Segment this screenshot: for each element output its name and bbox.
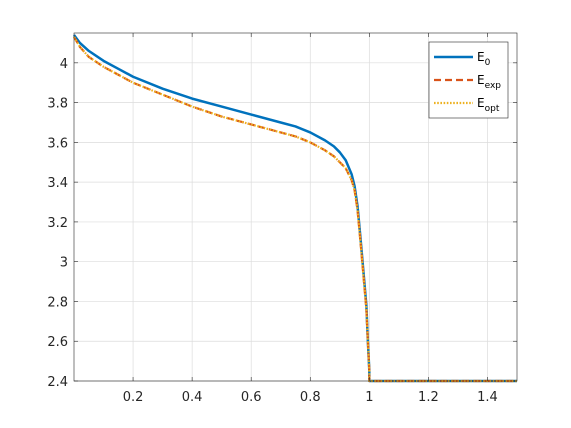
- axes-box: [73, 32, 518, 382]
- y-tick-label: 3: [60, 256, 68, 271]
- x-tick-label: 0.6: [241, 390, 262, 405]
- y-tick-label: 3.8: [47, 97, 68, 112]
- legend-subscript: 0: [485, 58, 491, 68]
- x-tick-label: 0.2: [123, 390, 144, 405]
- y-tick-label: 3.2: [47, 216, 68, 231]
- y-tick-label: 2.6: [47, 335, 68, 350]
- y-tick-label: 2.8: [47, 295, 68, 310]
- ticks: [74, 33, 517, 382]
- x-tick-label: 1.2: [418, 390, 439, 405]
- y-tick-label: 3.6: [47, 136, 68, 151]
- legend-subscript: exp: [485, 81, 502, 91]
- legend-subscript: opt: [485, 104, 500, 114]
- x-tick-label: 0.8: [300, 390, 321, 405]
- x-tick-label: 1.4: [477, 390, 498, 405]
- y-tick-labels: 2.4 2.6 2.8 3 3.2 3.4 3.6 3.8 4: [47, 57, 68, 390]
- y-tick-label: 2.4: [47, 375, 68, 390]
- x-tick-label: 0.4: [182, 390, 203, 405]
- x-tick-label: 1: [365, 390, 373, 405]
- x-tick-labels: 0.2 0.4 0.6 0.8 1 1.2 1.4: [123, 390, 498, 405]
- y-tick-label: 4: [60, 57, 68, 72]
- y-tick-label: 3.4: [47, 176, 68, 191]
